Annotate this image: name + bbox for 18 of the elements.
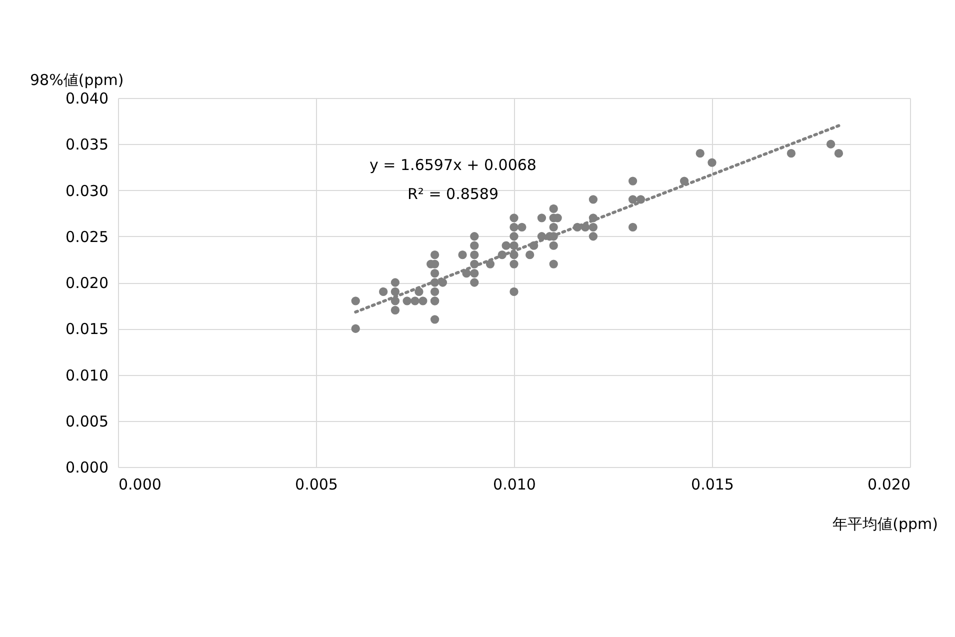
x-tick-label: 0.010 (493, 476, 536, 494)
x-tick-label: 0.005 (295, 476, 338, 494)
y-tick-label: 0.005 (66, 412, 108, 430)
x-tick-label: 0.000 (118, 476, 162, 494)
y-tick-label: 0.030 (66, 182, 108, 200)
y-tick-label: 0.020 (66, 274, 108, 292)
annotation: y = 1.6597x + 0.0068 (370, 156, 536, 174)
x-axis-title: 年平均値(ppm) (832, 515, 938, 533)
y-axis-title: 98%値(ppm) (30, 71, 124, 89)
y-tick-label: 0.035 (66, 136, 108, 154)
y-tick-label: 0.025 (66, 228, 108, 246)
y-tick-label: 0.000 (66, 458, 108, 476)
y-tick-label: 0.010 (66, 366, 108, 384)
x-tick-label: 0.015 (691, 476, 734, 494)
y-tick-label: 0.040 (66, 90, 108, 108)
annotation: R² = 0.8589 (407, 185, 499, 203)
x-tick-label: 0.020 (868, 476, 910, 494)
y-tick-label: 0.015 (66, 320, 108, 338)
